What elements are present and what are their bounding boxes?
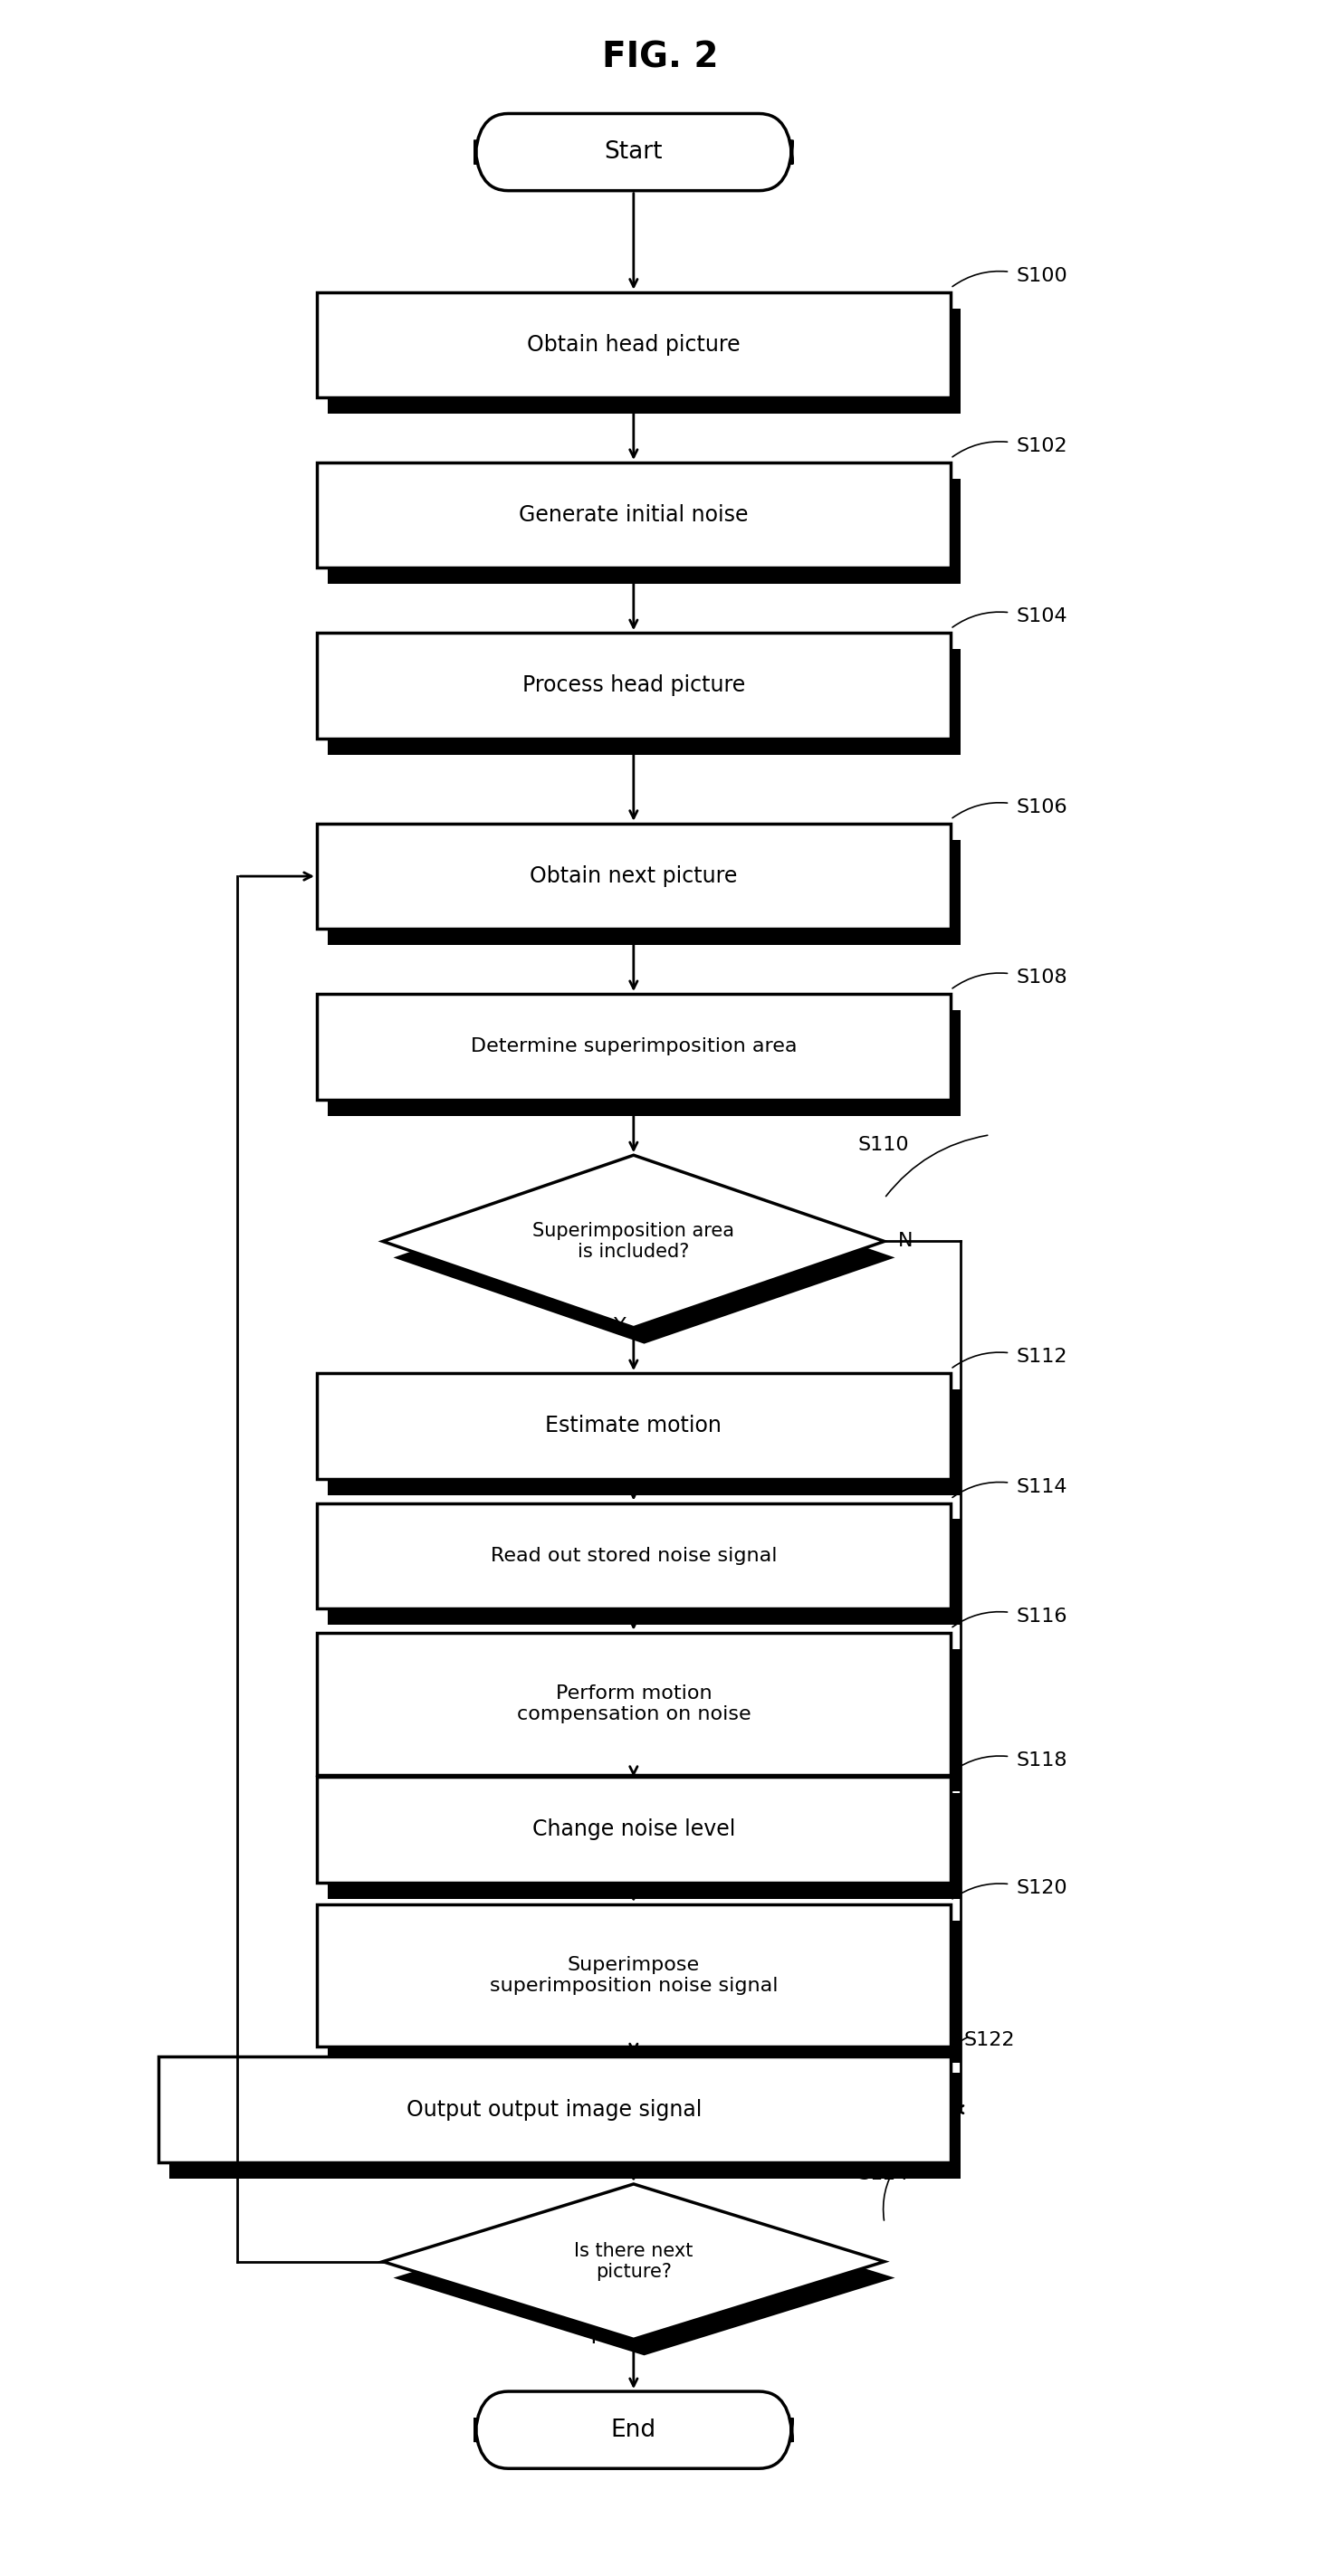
Bar	[317, 1633, 950, 1775]
Text: S124: S124	[858, 2164, 909, 2182]
Bar	[327, 1922, 961, 2063]
Bar	[317, 824, 950, 930]
Text: N: N	[898, 1231, 912, 1249]
Text: Change noise level: Change noise level	[532, 1819, 735, 1839]
Bar	[327, 649, 961, 755]
Text: Output output image signal: Output output image signal	[407, 2099, 702, 2120]
Text: Perform motion
compensation on noise: Perform motion compensation on noise	[516, 1685, 751, 1723]
Bar	[317, 994, 950, 1100]
Bar	[317, 1904, 950, 2048]
Text: Obtain head picture: Obtain head picture	[527, 335, 741, 355]
Bar	[327, 309, 961, 415]
Text: S114: S114	[1016, 1479, 1068, 1497]
Bar	[317, 291, 950, 397]
Text: Start: Start	[605, 139, 663, 165]
Bar	[327, 1520, 961, 1625]
Text: S120: S120	[1016, 1878, 1068, 1899]
Bar	[327, 1649, 961, 1790]
Bar	[327, 840, 961, 945]
Text: S112: S112	[1016, 1347, 1068, 1365]
Text: Process head picture: Process head picture	[523, 675, 744, 696]
FancyBboxPatch shape	[475, 2391, 792, 2468]
Text: S108: S108	[1016, 969, 1068, 987]
Text: S110: S110	[858, 1136, 909, 1154]
Polygon shape	[393, 2200, 895, 2354]
Text: S118: S118	[1016, 1752, 1068, 1770]
Text: FIG. 2: FIG. 2	[602, 41, 718, 75]
Text: End: End	[611, 2419, 656, 2442]
Bar	[317, 1502, 950, 1607]
Text: S102: S102	[1016, 438, 1068, 456]
Bar	[158, 2056, 950, 2161]
Text: Determine superimposition area: Determine superimposition area	[470, 1038, 797, 1056]
Text: S100: S100	[1016, 268, 1068, 286]
Bar	[317, 634, 950, 739]
Text: S116: S116	[1016, 1607, 1068, 1625]
Text: Read out stored noise signal: Read out stored noise signal	[490, 1546, 777, 1564]
Bar	[327, 1010, 961, 1115]
Bar	[317, 464, 950, 567]
Polygon shape	[393, 1172, 895, 1345]
Bar	[169, 2074, 961, 2179]
Text: Superimposition area
is included?: Superimposition area is included?	[533, 1221, 734, 1260]
FancyBboxPatch shape	[475, 113, 792, 191]
Polygon shape	[383, 2184, 884, 2339]
Text: S104: S104	[1016, 608, 1068, 626]
Text: S106: S106	[1016, 799, 1068, 817]
Text: Estimate motion: Estimate motion	[545, 1414, 722, 1437]
Text: Y: Y	[587, 2329, 601, 2347]
Text: Obtain next picture: Obtain next picture	[529, 866, 738, 886]
Bar	[317, 1777, 950, 1883]
Text: S122: S122	[964, 2032, 1015, 2050]
Bar	[327, 1793, 961, 1899]
Polygon shape	[383, 1154, 884, 1327]
Bar	[327, 1388, 961, 1494]
Bar	[327, 479, 961, 585]
Text: Superimpose
superimposition noise signal: Superimpose superimposition noise signal	[490, 1955, 777, 1996]
Text: Generate initial noise: Generate initial noise	[519, 505, 748, 526]
Bar	[317, 1373, 950, 1479]
Text: Is there next
picture?: Is there next picture?	[574, 2241, 693, 2282]
Text: Y: Y	[614, 1316, 627, 1334]
